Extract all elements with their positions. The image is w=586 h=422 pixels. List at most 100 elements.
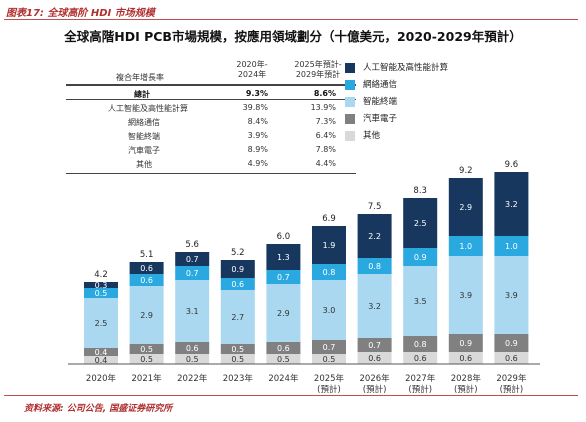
chart-title: 全球高階HDI PCB市場規模，按應用領域劃分（十億美元，2020-2029年預… xyxy=(64,29,522,44)
bar-segment xyxy=(129,344,164,354)
bar-segment xyxy=(129,274,164,286)
x-tick-label: 2028年 xyxy=(451,373,482,384)
segment-value-label: 0.5 xyxy=(231,355,244,364)
bar-segment xyxy=(220,354,255,364)
segment-value-label: 2.9 xyxy=(140,311,153,320)
x-tick-label: 2024年 xyxy=(268,373,299,384)
bar-segment xyxy=(84,288,118,298)
x-tick-label: 2025年 xyxy=(314,373,345,384)
segment-value-label: 3.0 xyxy=(323,306,336,315)
total-value-label: 5.6 xyxy=(185,240,199,250)
segment-value-label: 0.7 xyxy=(186,269,199,278)
segment-value-label: 0.5 xyxy=(140,345,153,354)
segment-value-label: 0.9 xyxy=(231,265,244,274)
bar-segment xyxy=(129,354,164,364)
legend-label: 其他 xyxy=(363,131,381,141)
bar-segment xyxy=(84,348,118,356)
segment-value-label: 1.3 xyxy=(277,253,290,262)
bar-segment xyxy=(84,282,118,288)
x-tick-label: (預計) xyxy=(317,384,341,395)
x-tick-label: 2029年 xyxy=(496,373,527,384)
segment-value-label: 0.4 xyxy=(95,356,108,365)
bar-segment xyxy=(357,338,392,352)
segment-value-label: 3.9 xyxy=(505,291,518,300)
source-note: 资料来源: 公司公告, 国盛证券研究所 xyxy=(24,404,173,414)
bar-segment xyxy=(312,226,346,264)
segment-value-label: 1.0 xyxy=(505,242,518,251)
bar-segment xyxy=(175,266,210,280)
total-value-label: 8.3 xyxy=(413,186,427,196)
segment-value-label: 0.5 xyxy=(186,355,199,364)
legend-label: 汽車電子 xyxy=(363,114,398,124)
segment-value-label: 0.6 xyxy=(186,344,199,353)
bar-segment xyxy=(312,264,346,280)
x-tick-label: 2022年 xyxy=(177,373,208,384)
legend-label: 智能終端 xyxy=(363,97,398,107)
segment-value-label: 2.9 xyxy=(277,309,290,318)
segment-value-label: 0.5 xyxy=(231,345,244,354)
segment-value-label: 0.4 xyxy=(95,348,108,357)
bar-segment xyxy=(220,344,255,354)
segment-value-label: 0.7 xyxy=(186,255,199,264)
bar-segment xyxy=(494,236,529,256)
top-divider xyxy=(4,19,578,20)
bar-segment xyxy=(84,298,118,348)
x-tick-label: 2026年 xyxy=(360,373,391,384)
total-value-label: 7.5 xyxy=(368,202,382,212)
bar-segment xyxy=(266,342,301,354)
x-tick-label: (預計) xyxy=(454,384,478,395)
bar-segment xyxy=(448,352,483,364)
x-tick-label: 2023年 xyxy=(223,373,254,384)
segment-value-label: 0.7 xyxy=(277,273,290,282)
segment-value-label: 0.6 xyxy=(231,280,244,289)
segment-value-label: 0.5 xyxy=(140,355,153,364)
bar-segment xyxy=(220,290,255,344)
segment-value-label: 1.9 xyxy=(323,241,336,250)
segment-value-label: 0.7 xyxy=(323,343,336,352)
segment-value-label: 2.5 xyxy=(414,219,427,228)
figure-caption: 图表17: 全球高阶 HDI 市场规模 xyxy=(6,8,155,19)
x-tick-label: (預計) xyxy=(408,384,432,395)
x-tick-label: 2021年 xyxy=(132,373,163,384)
total-value-label: 5.1 xyxy=(140,250,154,260)
bar-segment xyxy=(448,256,483,334)
bar-segment xyxy=(448,334,483,352)
legend-label: 網絡通信 xyxy=(363,80,398,90)
bar-segment xyxy=(403,336,438,352)
bar-segment xyxy=(220,278,255,290)
segment-value-label: 0.7 xyxy=(368,341,381,350)
legend-swatch xyxy=(345,114,355,124)
segment-value-label: 0.9 xyxy=(505,339,518,348)
bottom-divider xyxy=(4,395,578,396)
segment-value-label: 0.6 xyxy=(368,354,381,363)
bar-segment xyxy=(494,352,529,364)
total-value-label: 9.6 xyxy=(505,160,519,170)
segment-value-label: 0.6 xyxy=(505,354,518,363)
segment-value-label: 0.5 xyxy=(277,355,290,364)
segment-value-label: 0.9 xyxy=(414,253,427,262)
bar-segment xyxy=(266,244,301,270)
segment-value-label: 0.9 xyxy=(459,339,472,348)
bar-segment xyxy=(175,342,210,354)
segment-value-label: 0.8 xyxy=(414,340,427,349)
segment-value-label: 2.7 xyxy=(231,313,244,322)
segment-value-label: 3.2 xyxy=(368,302,381,311)
segment-value-label: 3.1 xyxy=(186,307,199,316)
segment-value-label: 0.6 xyxy=(414,354,427,363)
total-value-label: 6.0 xyxy=(277,232,291,242)
segment-value-label: 0.8 xyxy=(368,262,381,271)
bar-segment xyxy=(266,284,301,342)
segment-value-label: 1.0 xyxy=(459,242,472,251)
bar-segment xyxy=(266,354,301,364)
bar-segment xyxy=(220,260,255,278)
segment-value-label: 2.2 xyxy=(368,232,381,241)
segment-value-label: 0.5 xyxy=(323,355,336,364)
bar-segment xyxy=(175,280,210,342)
bar-segment xyxy=(175,252,210,266)
segment-value-label: 0.6 xyxy=(140,264,153,273)
segment-value-label: 0.3 xyxy=(95,281,108,290)
total-value-label: 9.2 xyxy=(459,166,473,176)
bar-segment xyxy=(403,248,438,266)
legend-swatch xyxy=(345,97,355,107)
